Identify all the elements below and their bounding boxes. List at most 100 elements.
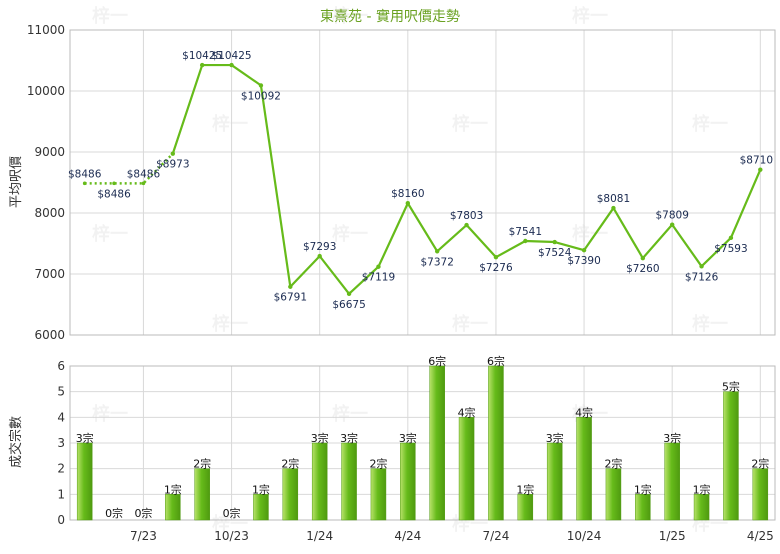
price-point [728,235,734,241]
volume-data-label: 2宗 [193,457,211,471]
volume-bar [76,442,93,521]
watermark-text: 梓一 [692,313,728,335]
volume-data-label: 1宗 [516,482,534,496]
volume-data-label: 3宗 [340,431,358,445]
x-tick-label: 1/25 [659,529,686,543]
volume-y-tick-label: 6 [57,359,65,373]
watermark-text: 梓一 [92,403,128,425]
price-data-label: $10425 [182,50,222,62]
volume-y-tick-label: 5 [57,385,65,399]
price-point [112,181,116,186]
price-data-label: $7126 [685,271,719,283]
price-data-label: $7593 [714,243,747,255]
watermark-text: 梓一 [92,5,128,27]
price-point [434,249,440,254]
price-point [170,151,176,156]
volume-bar [429,365,445,521]
price-y-ticks: 6000 7000 8000 9000 10000 11000 [27,23,65,342]
volume-y-tick-label: 2 [57,462,65,476]
volume-bar [370,468,387,521]
watermark-text: 梓一 [332,5,368,27]
price-plot-frame [69,29,776,336]
volume-y-tick-label: 4 [57,410,65,424]
price-point [376,264,381,269]
price-series [82,62,763,297]
volume-bar [546,442,563,521]
price-data-label: $7809 [655,210,688,222]
volume-bar [165,494,181,521]
price-point [317,253,322,259]
price-point [758,167,763,172]
price-data-label: $8710 [740,155,773,167]
price-data-label: $7541 [509,226,542,238]
price-y-tick-label: 9000 [34,145,65,159]
price-point [669,222,675,227]
volume-y-tick-label: 3 [57,436,65,450]
price-data-label: $7119 [362,272,395,284]
price-data-label: $10425 [212,50,252,62]
price-point [405,201,411,206]
volume-data-label: 3宗 [76,431,94,445]
volume-bar [194,468,210,521]
volume-data-label: 4宗 [458,405,476,419]
price-data-label: $8486 [68,168,102,180]
volume-bar [282,468,299,521]
price-data-label: $8486 [127,168,161,180]
volume-bar [458,417,475,521]
volume-data-label: 2宗 [604,457,622,471]
price-point [581,248,587,253]
price-point [141,181,146,186]
price-y-axis-label: 平均呎價 [9,156,24,208]
volume-data-label: 6宗 [428,354,446,368]
watermark-text: 梓一 [452,313,488,335]
volume-data-label: 2宗 [751,457,769,471]
volume-data-label: 1宗 [252,482,270,496]
price-point [346,291,352,297]
volume-y-tick-label: 1 [57,487,65,501]
volume-data-label: 3宗 [311,431,329,445]
volume-bar [517,494,534,521]
volume-data-label: 2宗 [369,457,387,471]
watermark-text: 梓一 [452,113,488,135]
volume-data-label: 0宗 [134,506,152,520]
price-data-label: $8973 [156,159,189,171]
x-tick-label: 4/24 [394,529,421,543]
volume-plot-frame [69,365,776,521]
price-data-label: $8081 [597,193,630,205]
price-data-label: $8486 [97,188,131,200]
price-point [552,239,557,245]
price-point [464,222,469,228]
watermark-text: 梓一 [692,113,728,135]
price-data-label: $6675 [332,299,365,311]
x-axis-ticks: 7/23 10/23 1/24 4/24 7/24 10/24 1/25 4/25 [130,529,774,543]
volume-bar [253,494,269,521]
volume-y-axis-label: 成交宗數 [8,416,24,468]
volume-bar [635,494,651,521]
watermark-text: 梓一 [332,403,368,425]
volume-bar [576,417,592,521]
price-data-label: $7276 [479,262,513,274]
price-data-labels: $8486$8486$8486$8973$10425$10425$10092$6… [68,50,773,311]
price-y-tick-label: 8000 [34,206,65,220]
volume-data-label: 0宗 [105,506,123,520]
price-point [288,284,293,289]
watermark-text: 梓一 [572,5,608,27]
volume-data-label: 1宗 [634,482,652,496]
price-data-label: $7372 [420,256,453,268]
x-tick-label: 10/24 [567,529,602,543]
volume-y-ticks: 0 1 2 3 4 5 6 [57,359,65,527]
watermark-text: 梓一 [332,223,368,245]
volume-data-label: 2宗 [281,457,299,471]
price-data-label: $7390 [567,255,600,267]
volume-data-label: 1宗 [164,482,182,496]
price-point [229,62,234,68]
price-data-label: $6791 [274,292,307,304]
volume-bar [311,442,328,521]
volume-data-label: 4宗 [575,405,593,419]
volume-data-label: 3宗 [546,431,564,445]
watermark-text: 梓一 [212,113,248,135]
chart-title: 東熹苑 - 實用呎價走勢 [320,8,460,25]
x-tick-label: 1/24 [306,529,333,543]
